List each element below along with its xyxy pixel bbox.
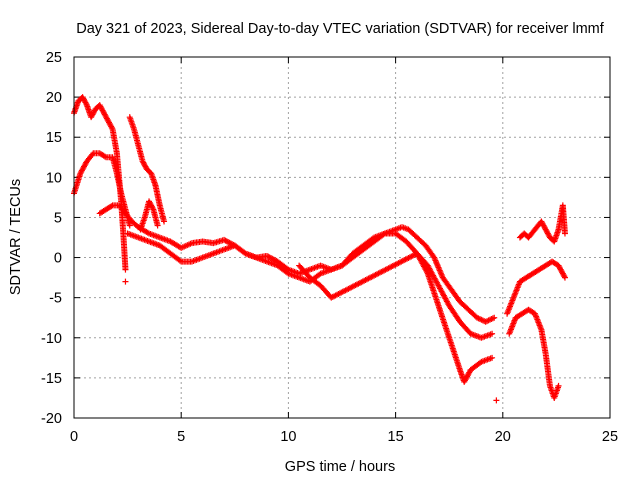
data-point: [108, 203, 115, 210]
x-tick-label: 20: [495, 429, 511, 445]
x-tick-label: 25: [602, 429, 618, 445]
data-points: [71, 94, 568, 404]
data-point: [493, 397, 500, 404]
x-tick-label: 10: [280, 429, 296, 445]
data-point: [555, 382, 562, 389]
x-tick-label: 5: [177, 429, 185, 445]
y-tick-label: 10: [46, 170, 62, 186]
y-tick-label: 25: [46, 50, 62, 66]
data-point: [154, 222, 161, 229]
data-point: [561, 273, 568, 280]
data-point: [176, 257, 183, 264]
grid: [74, 57, 610, 418]
data-point: [489, 354, 496, 361]
x-tick-label: 15: [388, 429, 404, 445]
y-tick-label: -5: [49, 291, 62, 307]
plot-border: [73, 56, 611, 419]
data-point: [161, 218, 168, 225]
data-point: [380, 231, 387, 238]
y-tick-label: 20: [46, 90, 62, 106]
y-tick-label: 5: [54, 210, 62, 226]
data-point: [126, 222, 133, 229]
ticks: 0 5 10 15 20 25 -20 -15 -10 -5 0 5 10 15 20 25: [41, 50, 618, 445]
x-axis-label: GPS time / hours: [285, 459, 395, 475]
data-point: [101, 153, 108, 160]
y-tick-label: -10: [41, 331, 62, 347]
data-point: [491, 314, 498, 321]
x-tick-label: 0: [70, 429, 78, 445]
data-point: [149, 205, 156, 212]
chart-title: Day 321 of 2023, Sidereal Day-to-day VTE…: [76, 21, 605, 37]
data-point: [122, 278, 129, 285]
data-point: [108, 124, 115, 131]
y-axis-label: SDTVAR / TECUs: [8, 179, 24, 295]
y-tick-label: -15: [41, 371, 62, 387]
data-point: [89, 151, 96, 158]
data-point: [144, 229, 151, 236]
data-point: [83, 100, 90, 107]
y-tick-label: 0: [54, 251, 62, 267]
data-point: [561, 274, 568, 281]
data-point: [561, 230, 568, 237]
y-tick-label: -20: [41, 411, 62, 427]
data-point: [489, 330, 496, 337]
data-point: [122, 266, 129, 273]
y-tick-label: 15: [46, 130, 62, 146]
